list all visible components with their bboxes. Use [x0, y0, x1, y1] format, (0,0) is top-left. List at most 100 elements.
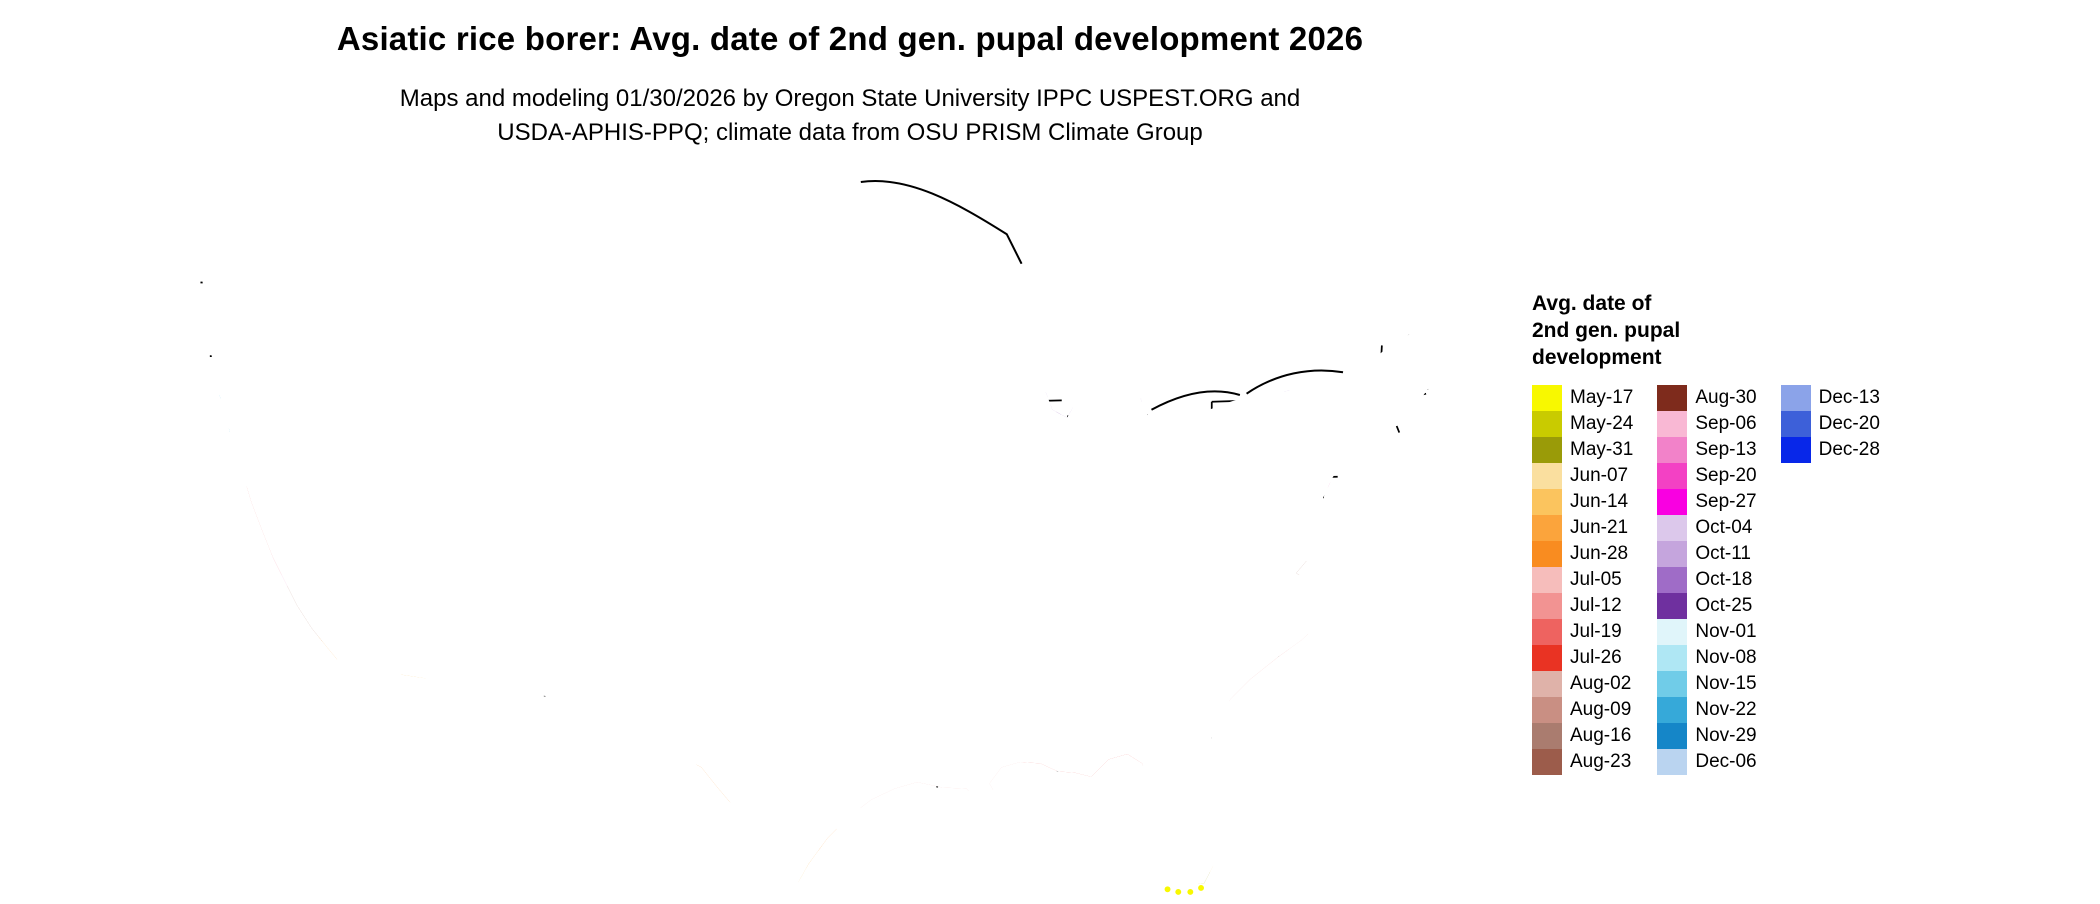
legend-swatch — [1532, 411, 1562, 437]
legend-title: Avg. date of 2nd gen. pupal development — [1532, 290, 1880, 371]
legend-label: Aug-16 — [1570, 725, 1632, 746]
legend-swatch — [1657, 385, 1688, 411]
legend-column-2: Aug-30 Sep-06 Sep-13 Sep-20 Sep-27 Oct-04 Oct-… — [1657, 385, 1757, 775]
legend-swatch — [1532, 619, 1562, 645]
legend-swatch — [1657, 645, 1688, 671]
legend-item: Oct-04 — [1657, 515, 1756, 541]
legend-label: Sep-20 — [1695, 465, 1757, 486]
legend-item: Sep-20 — [1657, 463, 1757, 489]
legend-label: Aug-23 — [1570, 751, 1632, 772]
legend-item: Oct-11 — [1657, 541, 1756, 567]
legend-columns: May-17 May-24 May-31 Jun-07 Jun-14 Jun-21 Jun-… — [1532, 385, 1880, 775]
legend-swatch — [1780, 411, 1811, 437]
legend-item: Sep-27 — [1657, 489, 1757, 515]
legend-item: Aug-09 — [1532, 697, 1633, 723]
legend-item: Sep-13 — [1657, 437, 1757, 463]
legend-swatch — [1532, 515, 1562, 541]
legend-swatch — [1657, 567, 1688, 593]
legend-swatch — [1780, 385, 1811, 411]
legend-label: May-24 — [1570, 413, 1634, 434]
legend-item: May-31 — [1532, 437, 1633, 463]
legend-label: Jun-07 — [1570, 465, 1629, 486]
legend-item: Jun-07 — [1532, 463, 1633, 489]
legend-item: Nov-08 — [1657, 645, 1757, 671]
legend-label: Aug-30 — [1695, 387, 1757, 408]
legend-item: Oct-25 — [1657, 593, 1756, 619]
legend-item: Jul-05 — [1532, 567, 1633, 593]
legend-label: Jun-21 — [1570, 517, 1629, 538]
legend-label: Oct-18 — [1695, 569, 1753, 590]
legend-label: Nov-01 — [1695, 621, 1757, 642]
legend-swatch — [1532, 593, 1562, 619]
legend-swatch — [1780, 437, 1811, 463]
legend-item: Sep-06 — [1657, 411, 1757, 437]
legend-column-1: May-17 May-24 May-31 Jun-07 Jun-14 Jun-21 Jun-… — [1532, 385, 1633, 775]
legend-item: Nov-29 — [1657, 723, 1757, 749]
legend-label: Nov-08 — [1695, 647, 1757, 668]
legend-swatch — [1657, 515, 1688, 541]
legend-label: Aug-09 — [1570, 699, 1632, 720]
legend-swatch — [1657, 463, 1688, 489]
legend-swatch — [1532, 541, 1562, 567]
legend-label: Aug-02 — [1570, 673, 1632, 694]
legend-swatch — [1657, 437, 1688, 463]
florida-keys-dots — [1164, 884, 1204, 895]
legend-label: Oct-25 — [1695, 595, 1753, 616]
legend-item: Jul-26 — [1532, 645, 1633, 671]
legend-swatch — [1532, 645, 1562, 671]
legend-item: Jun-14 — [1532, 489, 1633, 515]
legend-item: Dec-06 — [1657, 749, 1757, 775]
legend-label: Oct-04 — [1695, 517, 1753, 538]
legend-label: Nov-22 — [1695, 699, 1757, 720]
legend-swatch — [1532, 697, 1562, 723]
legend-label: Oct-11 — [1695, 543, 1751, 564]
legend-item: May-24 — [1532, 411, 1633, 437]
legend-swatch — [1532, 385, 1562, 411]
legend-item: Dec-28 — [1780, 437, 1880, 463]
legend-item: Jun-21 — [1532, 515, 1633, 541]
legend-item: Dec-13 — [1780, 385, 1880, 411]
legend-label: Jul-05 — [1570, 569, 1622, 590]
legend-swatch — [1532, 749, 1562, 775]
legend-item: May-17 — [1532, 385, 1633, 411]
legend-item: Nov-22 — [1657, 697, 1757, 723]
us-map — [198, 174, 1498, 895]
legend-title-line-3: development — [1532, 346, 1662, 369]
legend-label: Dec-06 — [1695, 751, 1757, 772]
legend-item: Oct-18 — [1657, 567, 1756, 593]
legend-swatch — [1532, 463, 1562, 489]
legend-swatch — [1657, 671, 1688, 697]
legend-label: Nov-15 — [1695, 673, 1757, 694]
page-subtitle: Maps and modeling 01/30/2026 by Oregon S… — [0, 82, 1700, 150]
legend-label: May-17 — [1570, 387, 1634, 408]
us-outline-stroke — [198, 174, 1498, 887]
legend-swatch — [1532, 489, 1562, 515]
legend-swatch — [1532, 723, 1562, 749]
legend-label: Jul-12 — [1570, 595, 1622, 616]
legend-swatch — [1657, 541, 1688, 567]
legend-item: Aug-16 — [1532, 723, 1633, 749]
legend-item: Aug-30 — [1657, 385, 1757, 411]
legend-item: Aug-02 — [1532, 671, 1633, 697]
subtitle-line-1: Maps and modeling 01/30/2026 by Oregon S… — [399, 85, 1301, 112]
legend-swatch — [1532, 671, 1562, 697]
legend-title-line-1: Avg. date of — [1532, 292, 1652, 315]
legend-label: Dec-28 — [1818, 439, 1880, 460]
legend-title-line-2: 2nd gen. pupal — [1532, 319, 1681, 342]
legend-swatch — [1657, 489, 1688, 515]
legend-label: Dec-13 — [1818, 387, 1880, 408]
legend-swatch — [1657, 619, 1688, 645]
legend-label: Nov-29 — [1695, 725, 1757, 746]
legend-label: Sep-06 — [1695, 413, 1757, 434]
legend-label: Sep-27 — [1695, 491, 1757, 512]
legend-label: Jul-19 — [1570, 621, 1622, 642]
page-title: Asiatic rice borer: Avg. date of 2nd gen… — [336, 20, 1364, 57]
legend-swatch — [1657, 697, 1688, 723]
legend-swatch — [1532, 437, 1562, 463]
legend-item: Aug-23 — [1532, 749, 1633, 775]
legend: Avg. date of 2nd gen. pupal development … — [1532, 290, 1880, 775]
legend-column-3: Dec-13 Dec-20 Dec-28 — [1780, 385, 1880, 463]
legend-swatch — [1657, 411, 1688, 437]
lake-shorelines — [860, 180, 1344, 411]
legend-label: Jun-28 — [1570, 543, 1629, 564]
